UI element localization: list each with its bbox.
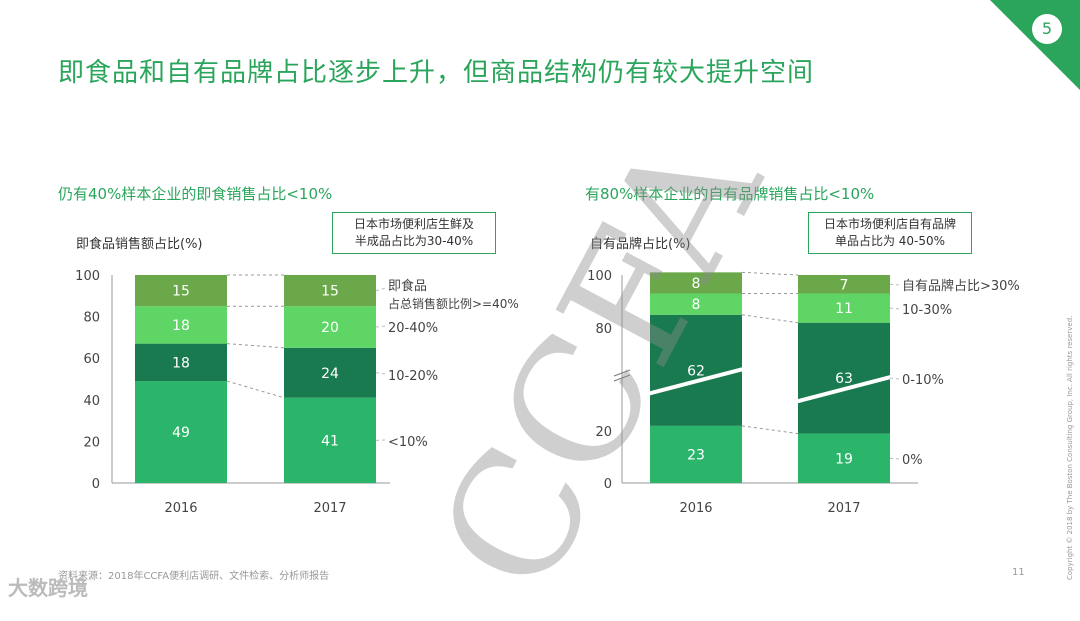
right-x-tick-label: 2016 xyxy=(679,501,712,516)
right-y-tick-label: 100 xyxy=(587,269,612,284)
left-legend-label: 10-20% xyxy=(388,369,438,384)
right-data-label: 8 xyxy=(692,276,701,292)
left-y-tick-label: 100 xyxy=(75,269,100,284)
left-x-tick-label: 2017 xyxy=(313,501,346,516)
right-legend-leader xyxy=(890,284,900,285)
left-y-tick-label: 60 xyxy=(83,352,100,367)
left-legend-leader xyxy=(376,326,386,327)
left-y-axis-label: 即食品销售额占比(%) xyxy=(76,236,203,252)
left-x-tick-label: 2016 xyxy=(164,501,197,516)
left-data-label: 41 xyxy=(321,433,339,449)
left-legend-label: 占总销售额比例>=40% xyxy=(388,296,519,311)
left-data-label: 18 xyxy=(172,355,190,371)
right-legend-leader xyxy=(890,378,900,379)
right-legend-label: 自有品牌占比>30% xyxy=(902,278,1020,294)
right-connector-line xyxy=(742,315,798,323)
page-number: 11 xyxy=(1012,567,1025,578)
source-footnote: 资料来源：2018年CCFA便利店调研、文件检索、分析师报告 xyxy=(58,567,329,582)
right-legend-label: 0-10% xyxy=(902,373,944,388)
copyright-notice: Copyright © 2018 by The Boston Consultin… xyxy=(1066,316,1074,580)
right-connector-line xyxy=(742,272,798,275)
right-data-label: 62 xyxy=(687,363,705,379)
left-data-label: 15 xyxy=(172,284,190,300)
left-data-label: 20 xyxy=(321,320,339,336)
brand-logo: 大数跨境 xyxy=(8,572,88,601)
left-y-tick-label: 40 xyxy=(83,394,100,409)
right-data-label: 8 xyxy=(692,297,701,313)
right-x-tick-label: 2017 xyxy=(827,501,860,516)
right-legend-label: 0% xyxy=(902,453,923,468)
left-y-tick-label: 0 xyxy=(92,477,100,492)
left-data-label: 49 xyxy=(172,425,190,441)
left-y-tick-label: 80 xyxy=(83,311,100,326)
charts-area: 即食品销售额占比(%)02040608010049181815201641242… xyxy=(0,0,1080,608)
right-data-label: 23 xyxy=(687,447,705,463)
right-legend-leader xyxy=(890,308,900,309)
left-data-label: 24 xyxy=(321,366,339,382)
left-legend-label: <10% xyxy=(388,435,428,450)
left-data-label: 15 xyxy=(321,284,339,300)
left-legend-leader xyxy=(376,288,386,291)
right-y-axis-label: 自有品牌占比(%) xyxy=(590,236,691,252)
right-connector-line xyxy=(742,426,798,434)
left-data-label: 18 xyxy=(172,318,190,334)
left-connector-line xyxy=(227,344,284,348)
left-legend-label: 20-40% xyxy=(388,321,438,336)
left-legend-leader xyxy=(376,373,386,374)
right-data-label: 19 xyxy=(835,451,853,467)
right-legend-label: 10-30% xyxy=(902,303,952,318)
right-y-tick-label: 80 xyxy=(595,322,612,337)
right-legend-leader xyxy=(890,458,900,459)
right-y-tick-label: 20 xyxy=(595,425,612,440)
right-y-tick-label: 0 xyxy=(604,477,612,492)
right-data-label: 7 xyxy=(840,277,849,293)
right-data-label: 63 xyxy=(835,371,853,387)
left-y-tick-label: 20 xyxy=(83,435,100,450)
left-connector-line xyxy=(227,381,284,398)
right-data-label: 11 xyxy=(835,301,853,317)
left-legend-label: 即食品 xyxy=(388,278,427,294)
